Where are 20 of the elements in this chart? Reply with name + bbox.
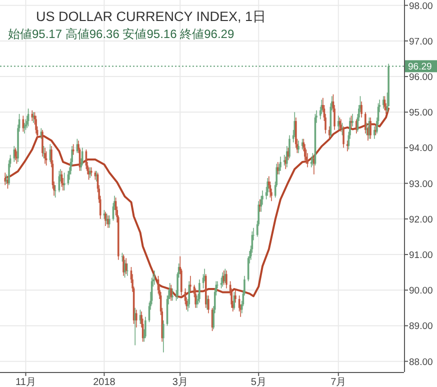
y-tick-label: 92.00	[409, 214, 433, 226]
y-tick-label: 90.00	[409, 286, 433, 297]
y-tick-label: 95.00	[409, 108, 433, 119]
y-tick-label: 96.00	[409, 72, 433, 84]
y-tick-label: 89.00	[409, 321, 433, 332]
x-tick-label: 3月	[172, 377, 188, 387]
x-tick-label: 5月	[250, 377, 266, 387]
y-tick-label: 97.00	[409, 36, 433, 48]
y-tick-label: 91.00	[409, 250, 433, 262]
annotation: 始値95.17 高値96.36 安値95.16 終値96.29	[8, 27, 234, 41]
y-tick-label: 94.00	[409, 143, 433, 154]
x-tick-label: 7月	[330, 377, 346, 387]
y-tick-label: 88.00	[409, 356, 433, 368]
ref-label: 96.29	[408, 62, 432, 73]
candlestick	[90, 166, 92, 177]
x-tick-label: 11月	[16, 377, 36, 387]
y-tick-label: 98.00	[409, 0, 433, 12]
text: US DOLLAR CURRENCY INDEX, 1日	[36, 9, 267, 24]
y-tick-label: 93.00	[409, 178, 433, 190]
x-tick-label: 2018	[93, 377, 116, 387]
